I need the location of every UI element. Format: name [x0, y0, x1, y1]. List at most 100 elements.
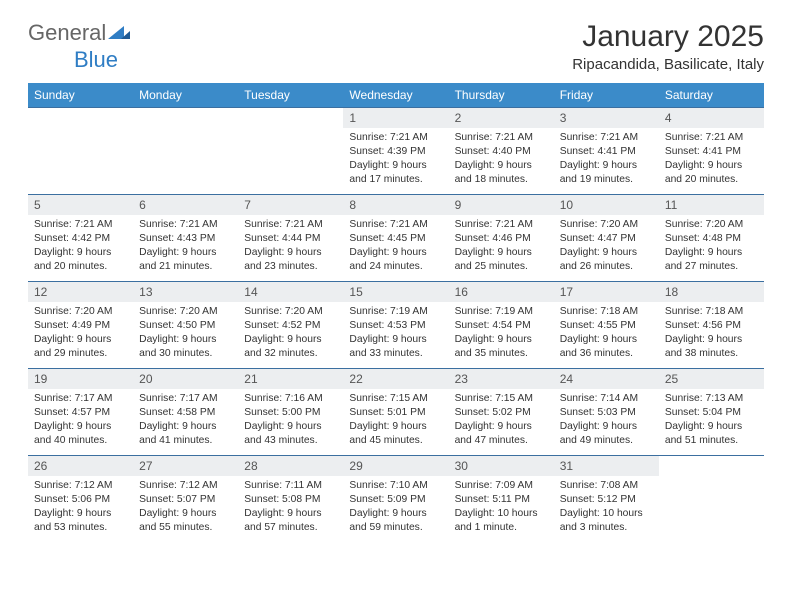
- day-details: Sunrise: 7:20 AMSunset: 4:48 PMDaylight:…: [659, 215, 764, 278]
- header: GeneralBlue January 2025 Ripacandida, Ba…: [28, 20, 764, 73]
- calendar-week-row: 5Sunrise: 7:21 AMSunset: 4:42 PMDaylight…: [28, 195, 764, 282]
- calendar-week-row: 19Sunrise: 7:17 AMSunset: 4:57 PMDayligh…: [28, 369, 764, 456]
- day-details: Sunrise: 7:09 AMSunset: 5:11 PMDaylight:…: [449, 476, 554, 539]
- day-details: Sunrise: 7:21 AMSunset: 4:39 PMDaylight:…: [343, 128, 448, 191]
- calendar-day-cell: 31Sunrise: 7:08 AMSunset: 5:12 PMDayligh…: [554, 456, 659, 543]
- day-details: Sunrise: 7:18 AMSunset: 4:55 PMDaylight:…: [554, 302, 659, 365]
- day-number: 17: [554, 282, 659, 302]
- calendar-day-cell: 22Sunrise: 7:15 AMSunset: 5:01 PMDayligh…: [343, 369, 448, 456]
- calendar-week-row: 12Sunrise: 7:20 AMSunset: 4:49 PMDayligh…: [28, 282, 764, 369]
- day-number: 18: [659, 282, 764, 302]
- day-details: Sunrise: 7:21 AMSunset: 4:42 PMDaylight:…: [28, 215, 133, 278]
- title-block: January 2025 Ripacandida, Basilicate, It…: [572, 20, 764, 73]
- day-number: 4: [659, 108, 764, 128]
- day-number: 14: [238, 282, 343, 302]
- brand-part2: Blue: [74, 47, 118, 72]
- brand-triangle-icon: [108, 21, 130, 47]
- day-details: Sunrise: 7:13 AMSunset: 5:04 PMDaylight:…: [659, 389, 764, 452]
- day-number: 8: [343, 195, 448, 215]
- day-details: Sunrise: 7:21 AMSunset: 4:46 PMDaylight:…: [449, 215, 554, 278]
- day-number: 25: [659, 369, 764, 389]
- day-details: Sunrise: 7:21 AMSunset: 4:45 PMDaylight:…: [343, 215, 448, 278]
- calendar-day-cell: 30Sunrise: 7:09 AMSunset: 5:11 PMDayligh…: [449, 456, 554, 543]
- calendar-day-cell: 23Sunrise: 7:15 AMSunset: 5:02 PMDayligh…: [449, 369, 554, 456]
- day-number: 11: [659, 195, 764, 215]
- day-details: Sunrise: 7:20 AMSunset: 4:50 PMDaylight:…: [133, 302, 238, 365]
- calendar-empty-cell: [133, 108, 238, 195]
- day-details: Sunrise: 7:18 AMSunset: 4:56 PMDaylight:…: [659, 302, 764, 365]
- day-details: Sunrise: 7:20 AMSunset: 4:49 PMDaylight:…: [28, 302, 133, 365]
- calendar-week-row: 26Sunrise: 7:12 AMSunset: 5:06 PMDayligh…: [28, 456, 764, 543]
- calendar-day-cell: 17Sunrise: 7:18 AMSunset: 4:55 PMDayligh…: [554, 282, 659, 369]
- calendar-day-cell: 13Sunrise: 7:20 AMSunset: 4:50 PMDayligh…: [133, 282, 238, 369]
- calendar-day-cell: 21Sunrise: 7:16 AMSunset: 5:00 PMDayligh…: [238, 369, 343, 456]
- day-number: 22: [343, 369, 448, 389]
- calendar-day-cell: 2Sunrise: 7:21 AMSunset: 4:40 PMDaylight…: [449, 108, 554, 195]
- day-number: 23: [449, 369, 554, 389]
- day-details: Sunrise: 7:08 AMSunset: 5:12 PMDaylight:…: [554, 476, 659, 539]
- weekday-header: Thursday: [449, 83, 554, 108]
- weekday-header: Saturday: [659, 83, 764, 108]
- calendar-day-cell: 25Sunrise: 7:13 AMSunset: 5:04 PMDayligh…: [659, 369, 764, 456]
- day-details: Sunrise: 7:11 AMSunset: 5:08 PMDaylight:…: [238, 476, 343, 539]
- day-number: 7: [238, 195, 343, 215]
- calendar-day-cell: 28Sunrise: 7:11 AMSunset: 5:08 PMDayligh…: [238, 456, 343, 543]
- weekday-header-row: SundayMondayTuesdayWednesdayThursdayFrid…: [28, 83, 764, 108]
- day-number: 28: [238, 456, 343, 476]
- day-number: 29: [343, 456, 448, 476]
- calendar-day-cell: 1Sunrise: 7:21 AMSunset: 4:39 PMDaylight…: [343, 108, 448, 195]
- calendar-day-cell: 8Sunrise: 7:21 AMSunset: 4:45 PMDaylight…: [343, 195, 448, 282]
- day-details: Sunrise: 7:12 AMSunset: 5:06 PMDaylight:…: [28, 476, 133, 539]
- day-details: Sunrise: 7:17 AMSunset: 4:58 PMDaylight:…: [133, 389, 238, 452]
- calendar-body: 1Sunrise: 7:21 AMSunset: 4:39 PMDaylight…: [28, 108, 764, 543]
- calendar-day-cell: 7Sunrise: 7:21 AMSunset: 4:44 PMDaylight…: [238, 195, 343, 282]
- calendar-empty-cell: [28, 108, 133, 195]
- day-number: 6: [133, 195, 238, 215]
- calendar-day-cell: 27Sunrise: 7:12 AMSunset: 5:07 PMDayligh…: [133, 456, 238, 543]
- calendar-day-cell: 14Sunrise: 7:20 AMSunset: 4:52 PMDayligh…: [238, 282, 343, 369]
- brand-stack: GeneralBlue: [28, 20, 133, 73]
- day-number: 13: [133, 282, 238, 302]
- weekday-header: Tuesday: [238, 83, 343, 108]
- calendar-day-cell: 20Sunrise: 7:17 AMSunset: 4:58 PMDayligh…: [133, 369, 238, 456]
- weekday-header: Friday: [554, 83, 659, 108]
- month-title: January 2025: [572, 20, 764, 54]
- day-details: Sunrise: 7:21 AMSunset: 4:43 PMDaylight:…: [133, 215, 238, 278]
- calendar-day-cell: 15Sunrise: 7:19 AMSunset: 4:53 PMDayligh…: [343, 282, 448, 369]
- calendar-day-cell: 16Sunrise: 7:19 AMSunset: 4:54 PMDayligh…: [449, 282, 554, 369]
- day-number: 1: [343, 108, 448, 128]
- weekday-header: Monday: [133, 83, 238, 108]
- brand-logo: GeneralBlue: [28, 20, 133, 73]
- day-details: Sunrise: 7:12 AMSunset: 5:07 PMDaylight:…: [133, 476, 238, 539]
- day-number: 21: [238, 369, 343, 389]
- day-number: 26: [28, 456, 133, 476]
- day-number: 3: [554, 108, 659, 128]
- calendar-day-cell: 11Sunrise: 7:20 AMSunset: 4:48 PMDayligh…: [659, 195, 764, 282]
- day-details: Sunrise: 7:21 AMSunset: 4:40 PMDaylight:…: [449, 128, 554, 191]
- calendar-empty-cell: [659, 456, 764, 543]
- calendar-day-cell: 9Sunrise: 7:21 AMSunset: 4:46 PMDaylight…: [449, 195, 554, 282]
- day-details: Sunrise: 7:16 AMSunset: 5:00 PMDaylight:…: [238, 389, 343, 452]
- calendar-day-cell: 19Sunrise: 7:17 AMSunset: 4:57 PMDayligh…: [28, 369, 133, 456]
- day-number: 15: [343, 282, 448, 302]
- day-number: 19: [28, 369, 133, 389]
- day-details: Sunrise: 7:21 AMSunset: 4:41 PMDaylight:…: [554, 128, 659, 191]
- day-details: Sunrise: 7:15 AMSunset: 5:02 PMDaylight:…: [449, 389, 554, 452]
- day-details: Sunrise: 7:17 AMSunset: 4:57 PMDaylight:…: [28, 389, 133, 452]
- day-details: Sunrise: 7:14 AMSunset: 5:03 PMDaylight:…: [554, 389, 659, 452]
- calendar-day-cell: 24Sunrise: 7:14 AMSunset: 5:03 PMDayligh…: [554, 369, 659, 456]
- calendar-day-cell: 10Sunrise: 7:20 AMSunset: 4:47 PMDayligh…: [554, 195, 659, 282]
- day-details: Sunrise: 7:19 AMSunset: 4:54 PMDaylight:…: [449, 302, 554, 365]
- calendar-day-cell: 12Sunrise: 7:20 AMSunset: 4:49 PMDayligh…: [28, 282, 133, 369]
- day-details: Sunrise: 7:21 AMSunset: 4:44 PMDaylight:…: [238, 215, 343, 278]
- day-number: 20: [133, 369, 238, 389]
- day-details: Sunrise: 7:20 AMSunset: 4:47 PMDaylight:…: [554, 215, 659, 278]
- day-details: Sunrise: 7:21 AMSunset: 4:41 PMDaylight:…: [659, 128, 764, 191]
- weekday-header: Sunday: [28, 83, 133, 108]
- day-number: 9: [449, 195, 554, 215]
- brand-part1: General: [28, 20, 106, 45]
- calendar-day-cell: 4Sunrise: 7:21 AMSunset: 4:41 PMDaylight…: [659, 108, 764, 195]
- day-number: 31: [554, 456, 659, 476]
- day-number: 27: [133, 456, 238, 476]
- calendar-day-cell: 26Sunrise: 7:12 AMSunset: 5:06 PMDayligh…: [28, 456, 133, 543]
